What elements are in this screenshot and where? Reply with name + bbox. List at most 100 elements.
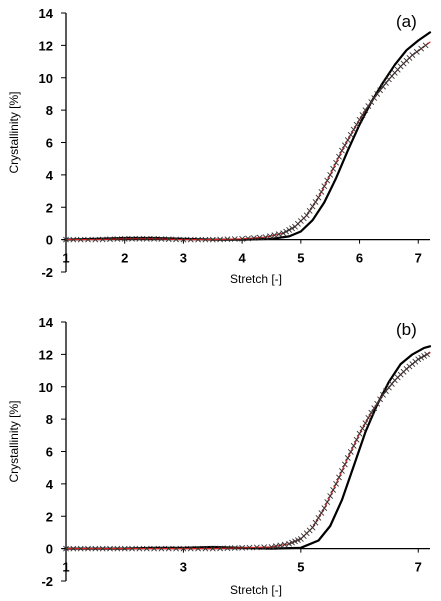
series-marker [77, 545, 84, 552]
series-marker [202, 545, 209, 552]
series-marker [324, 499, 331, 506]
series-marker [271, 232, 278, 239]
series-marker [422, 42, 429, 49]
series-marker [151, 235, 157, 242]
series-marker [359, 112, 366, 118]
series-marker [173, 545, 179, 552]
series-marker [245, 235, 251, 242]
series-marker [312, 519, 319, 526]
series-marker [318, 510, 325, 516]
series-marker [347, 448, 354, 455]
series-marker [321, 183, 328, 190]
y-tick-label: 8 [46, 412, 53, 427]
series-marker [77, 236, 84, 243]
series-marker [339, 468, 345, 474]
series-marker [99, 236, 106, 243]
series-marker [336, 474, 342, 481]
y-axis-title: Crystallinity [%] [7, 400, 21, 482]
series-marker [268, 544, 275, 550]
x-tick-label: 5 [297, 251, 304, 266]
series-marker [136, 545, 143, 552]
series-marker [151, 545, 157, 552]
series-marker [165, 236, 172, 243]
series-marker [362, 420, 369, 427]
series-marker [415, 356, 422, 363]
series-marker [374, 91, 381, 97]
series-marker [377, 87, 384, 94]
series-marker [129, 545, 135, 552]
x-tick-label: 1 [62, 251, 69, 266]
series-marker [70, 545, 77, 552]
series-marker [421, 353, 428, 359]
series-marker [250, 235, 257, 241]
y-tick-label: -2 [41, 574, 53, 589]
x-tick-label: 1 [62, 560, 69, 575]
series-marker [209, 545, 216, 552]
series-marker [347, 131, 354, 138]
series-marker [365, 103, 372, 109]
series-marker [114, 236, 121, 242]
series-marker [380, 83, 386, 90]
series-marker [418, 354, 425, 361]
series-marker [239, 544, 246, 551]
series-marker [383, 388, 389, 395]
series-marker [385, 384, 392, 391]
series-marker [374, 400, 381, 407]
series-marker [344, 137, 351, 143]
series-marker [327, 493, 334, 499]
series-line-2 [65, 41, 431, 241]
series-marker [129, 235, 135, 242]
series-marker [371, 405, 378, 412]
series-marker [286, 226, 293, 233]
series-marker [239, 235, 246, 242]
y-tick-label: 12 [39, 347, 53, 362]
series-marker [187, 236, 194, 243]
x-tick-label: 3 [180, 251, 187, 266]
series-marker [312, 199, 319, 205]
series-marker [383, 80, 389, 86]
y-tick-label: 4 [46, 168, 54, 183]
series-marker [99, 545, 106, 552]
x-tick-label: 3 [180, 560, 187, 575]
series-marker [283, 228, 290, 235]
series-marker [246, 544, 253, 551]
series-marker [303, 212, 310, 219]
x-tick-label: 2 [121, 251, 128, 266]
x-tick-label: 7 [415, 251, 422, 266]
series-marker [272, 543, 279, 550]
y-tick-label: 14 [39, 6, 54, 21]
series-marker [362, 107, 369, 114]
series-marker [121, 545, 128, 552]
series-marker [261, 544, 268, 551]
series-marker [356, 430, 363, 437]
series-marker [121, 235, 128, 242]
y-tick-label: -2 [41, 265, 53, 280]
y-tick-label: 4 [46, 477, 54, 492]
y-tick-label: 10 [39, 380, 53, 395]
x-tick-label: 6 [356, 251, 363, 266]
series-marker [107, 545, 113, 552]
series-marker [158, 236, 165, 242]
series-marker [377, 396, 384, 403]
series-marker [136, 235, 143, 242]
panel-label: (b) [396, 320, 417, 339]
series-marker [321, 505, 328, 512]
series-marker [359, 425, 366, 432]
series-marker [63, 545, 69, 552]
series-marker [315, 194, 322, 201]
y-tick-label: 2 [46, 200, 53, 215]
series-marker [380, 391, 386, 398]
series-marker [280, 230, 287, 237]
series-marker [413, 48, 420, 55]
series-marker [315, 514, 322, 521]
x-tick-label: 7 [415, 560, 422, 575]
series-marker [309, 524, 316, 531]
series-marker [368, 99, 375, 105]
x-axis-title: Stretch [-] [230, 272, 282, 286]
series-marker [267, 233, 273, 240]
series-marker [143, 545, 150, 552]
series-marker [231, 545, 238, 551]
y-tick-label: 10 [39, 71, 53, 86]
